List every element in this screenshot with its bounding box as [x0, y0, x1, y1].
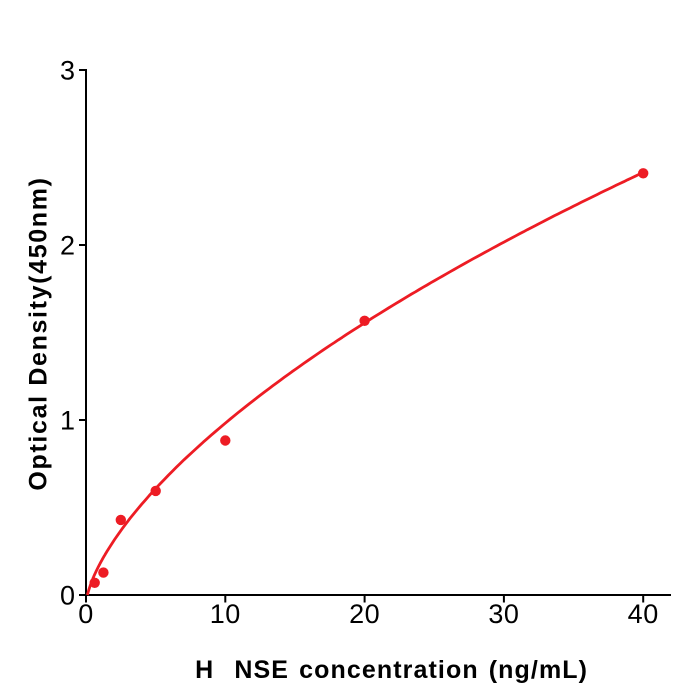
- svg-text:1: 1: [60, 406, 76, 436]
- svg-text:10: 10: [210, 599, 241, 629]
- svg-text:2: 2: [60, 231, 76, 261]
- svg-text:Optical Density(450nm): Optical Density(450nm): [24, 176, 52, 490]
- svg-text:0: 0: [78, 599, 94, 629]
- svg-text:30: 30: [488, 599, 519, 629]
- svg-text:H NSE concentration (ng/mL): H NSE concentration (ng/mL): [195, 656, 588, 684]
- svg-text:3: 3: [60, 56, 76, 86]
- svg-text:20: 20: [349, 599, 380, 629]
- svg-text:40: 40: [628, 599, 659, 629]
- svg-text:0: 0: [60, 581, 76, 611]
